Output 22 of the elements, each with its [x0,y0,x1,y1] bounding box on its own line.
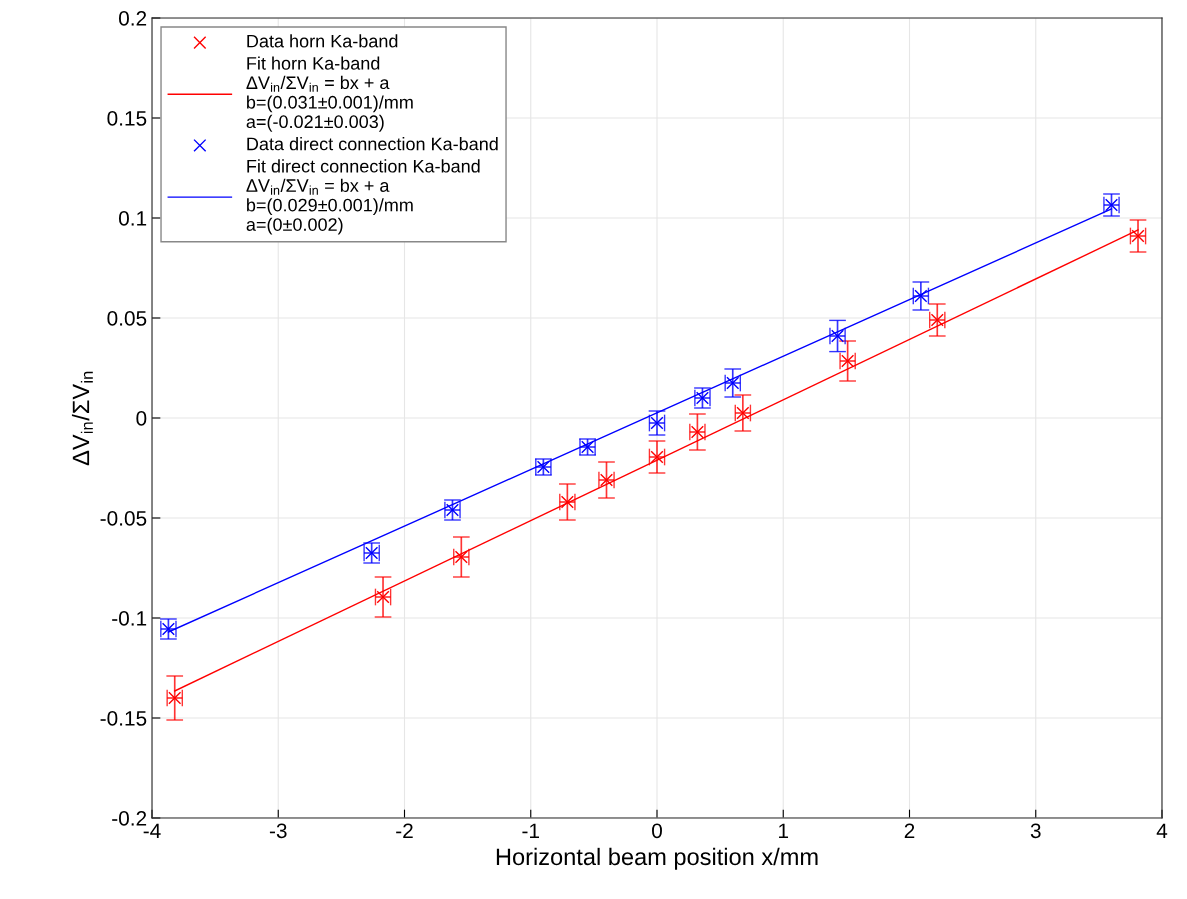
y-tick-label: 0.2 [118,11,147,26]
x-axis-title: Horizontal beam position x/mm [496,847,818,870]
y-tick-label: 0.05 [107,311,147,326]
x-tick-label: 4 [1156,823,1168,838]
x-tick-label: -2 [396,823,413,838]
x-tick-label: -3 [269,823,287,839]
x-tick-label: 0 [652,823,662,839]
legend-label: Fit horn Ka-band ΔV$_{in}$/ΣV$_{in}$ = bx + a b=(0.031±0.001)/mm a=(-0.021±0.003) [246,56,413,132]
y-tick-label: -0.05 [100,511,147,526]
x-tick-label: 1 [779,823,789,838]
y-tick-label: -0.15 [100,711,147,726]
legend-label: Data horn Ka-band [247,34,398,48]
legend-label: Data direct connection Ka-band [247,137,498,151]
y-tick-label: 0 [136,411,147,426]
x-tick-label: -1 [522,823,539,838]
y-axis-title: ΔV$_{in}$/ΣV$_{in}$ [71,371,93,466]
y-tick-label: 0.1 [118,211,147,226]
y-tick-label: 0.15 [107,111,147,126]
x-tick-label: 2 [904,823,915,838]
legend-label: Fit direct connection Ka-band ΔV$_{in}$/ΣV$_{in}$ = bx + a b=(0.029±0.001)/mm a=(0±0.002) [246,159,480,235]
x-tick-label: 3 [1030,823,1041,839]
y-tick-label: -0.1 [112,611,147,626]
